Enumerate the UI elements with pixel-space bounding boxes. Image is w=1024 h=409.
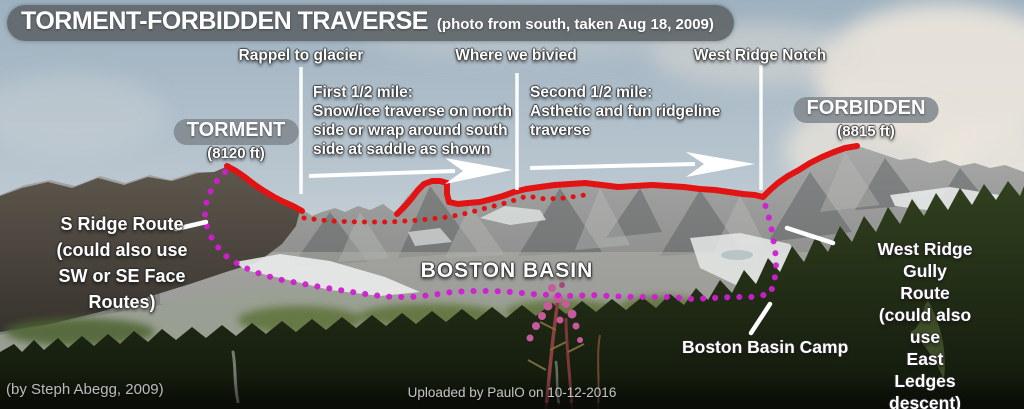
forest <box>0 181 1024 409</box>
callout-lines <box>299 65 763 194</box>
drooping-tree <box>910 300 945 380</box>
peak-label-forbidden: FORBIDDEN <box>793 97 939 123</box>
rock-lights <box>338 152 880 262</box>
page-title: TORMENT-FORBIDDEN TRAVERSE <box>21 7 428 35</box>
title-subtitle: (photo from south, taken Aug 18, 2009) <box>436 16 714 33</box>
route-torment-descent <box>224 163 305 214</box>
elevation-forbidden: (8815 ft) <box>837 123 895 140</box>
elevation-torment: (8120 ft) <box>207 145 265 162</box>
photographer-credit: (by Steph Abegg, 2009) <box>6 381 164 398</box>
pointer-lines <box>173 219 836 336</box>
route-label-west-ridge-gully: West Ridge Gully Route (could also use E… <box>877 239 973 409</box>
pointer-camp <box>748 301 773 336</box>
route-traverse-dotted <box>301 192 588 225</box>
callout-rappel: Rappel to glacier <box>238 47 364 64</box>
place-label-camp: Boston Basin Camp <box>682 337 849 357</box>
arrow-first-shaft <box>308 169 456 178</box>
route-ridgeline <box>394 143 860 217</box>
callout-bivy: Where we bivied <box>455 47 577 64</box>
arrow-second-head <box>686 152 755 177</box>
peak-label-torment: TORMENT <box>173 119 299 145</box>
direction-arrows <box>308 152 755 184</box>
pointer-s-ridge <box>173 219 209 232</box>
callout-notch: West Ridge Notch <box>693 47 827 64</box>
route-label-s-ridge: S Ridge Route (could also use SW or SE F… <box>56 214 188 312</box>
upload-credit: Uploaded by PaulO on 10-12-2016 <box>407 385 617 400</box>
bottom-strip <box>0 403 1024 409</box>
arrow-first-head <box>445 158 512 184</box>
arrow-second-shaft <box>529 162 696 170</box>
route-approach-dotted <box>202 169 779 303</box>
pointer-gully <box>784 225 836 246</box>
place-label-boston-basin: BOSTON BASIN <box>420 259 594 282</box>
note-first-half: First 1/2 mile: Snow/ice traverse on nor… <box>313 84 512 158</box>
left-ridge <box>0 166 300 332</box>
title-banner: TORMENT-FORBIDDEN TRAVERSE (photo from s… <box>7 5 734 41</box>
note-second-half: Second 1/2 mile: Asthetic and fun ridgel… <box>530 84 721 139</box>
